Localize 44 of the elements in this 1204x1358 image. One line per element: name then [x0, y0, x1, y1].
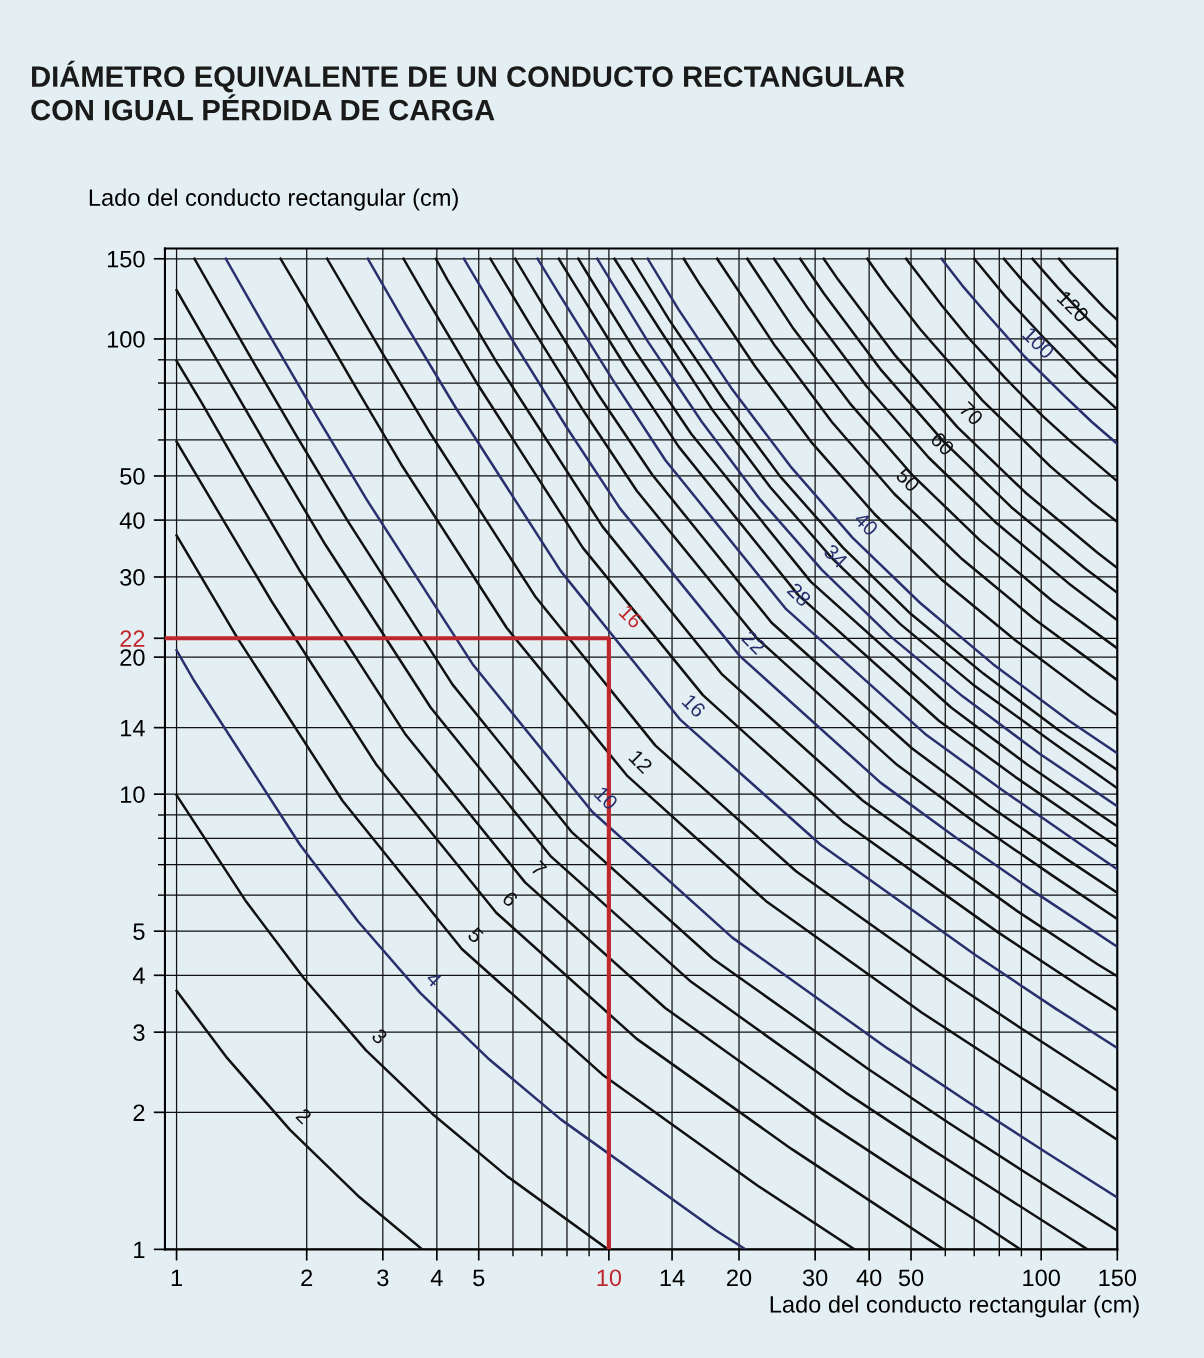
x-tick-label: 5	[473, 1269, 485, 1287]
text: 6	[501, 890, 519, 908]
y-tick-label: 150	[107, 250, 145, 268]
y-tick-label: 30	[120, 569, 145, 586]
x-tick-label: 150	[1099, 1269, 1137, 1287]
text: 40	[853, 510, 880, 537]
chart-title: DIÁMETRO EQUIVALENTE DE UN CONDUCTO RECTANGULAR CON IGUAL PÉRDIDA DE CARGA	[31, 60, 905, 121]
x-tick-label: 3	[377, 1269, 389, 1287]
x-tick-label: 30	[802, 1269, 828, 1287]
text: 4	[425, 970, 443, 988]
text: 28	[786, 581, 812, 608]
y-tick-label: 20	[120, 649, 145, 666]
text: 5	[466, 926, 485, 944]
x-axis-title: Lado del conducto rectangular (cm)	[770, 1295, 1139, 1318]
text: 100	[1021, 326, 1056, 360]
text: 3	[370, 1027, 389, 1045]
y-tick-label: 100	[107, 331, 145, 348]
y-tick-label: 50	[120, 468, 145, 485]
text: 10	[593, 785, 619, 811]
x-tick-label: 100	[1023, 1269, 1060, 1287]
x-tick-label: 20	[727, 1269, 752, 1287]
x-tick-label: 50	[898, 1269, 924, 1287]
x-tick-label: 1	[171, 1269, 182, 1286]
x-tick-label: 4	[430, 1269, 443, 1286]
annotation: 16	[618, 604, 644, 630]
text: 16	[681, 693, 707, 719]
y-tick-label: 1	[134, 1241, 145, 1258]
y-axis-title: Lado del conducto rectangular (cm)	[89, 188, 458, 211]
x-tick-label: 2	[301, 1269, 313, 1286]
x-tick-label: 10	[597, 1269, 622, 1287]
y-tick-label: 4	[132, 967, 145, 984]
text: 2	[295, 1107, 313, 1125]
x-tick-label: 14	[660, 1269, 685, 1286]
y-tick-label: 22	[120, 630, 145, 647]
y-tick-label: 14	[121, 719, 145, 737]
text: 12	[628, 749, 654, 775]
y-tick-label: 10	[121, 786, 145, 803]
x-tick-label: 40	[856, 1269, 882, 1287]
y-tick-label: 5	[133, 923, 145, 940]
y-tick-label: 40	[119, 512, 145, 529]
y-tick-label: 2	[133, 1104, 145, 1121]
text: 22	[741, 629, 767, 655]
y-tick-label: 3	[133, 1024, 145, 1041]
text: 34	[822, 543, 849, 570]
